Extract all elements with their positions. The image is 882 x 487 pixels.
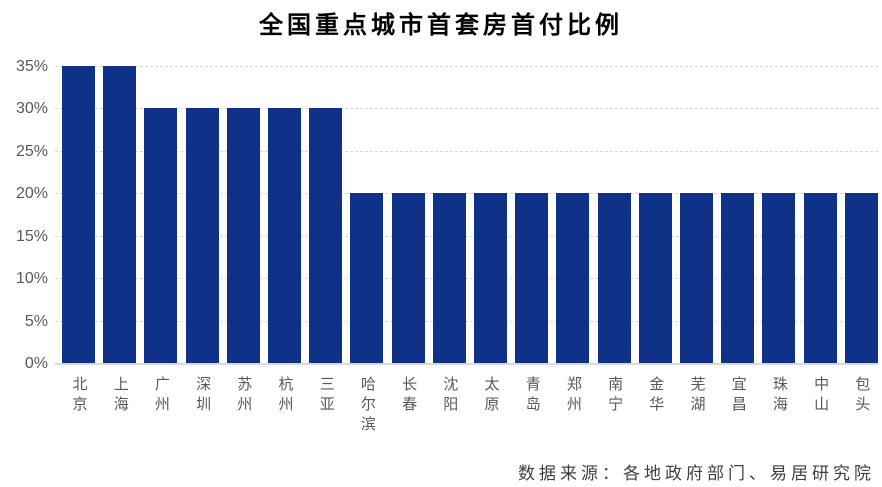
x-tick-label: 长春: [400, 376, 418, 416]
bar: [762, 193, 796, 363]
x-axis-line: [55, 362, 878, 365]
x-tick-label: 上海: [111, 376, 129, 416]
y-tick-label: 15%: [15, 227, 48, 245]
bar: [638, 193, 672, 363]
bar: [144, 108, 178, 363]
x-tick-label: 珠海: [770, 376, 788, 416]
x-tick-label: 北京: [70, 376, 88, 416]
bar: [226, 108, 260, 363]
x-tick-label: 芜湖: [688, 376, 706, 416]
y-gridline: [55, 235, 878, 237]
y-tick-label: 20%: [15, 185, 48, 203]
bar: [556, 193, 590, 363]
x-tick-label: 杭州: [276, 376, 294, 416]
x-tick-label: 包头: [853, 376, 871, 416]
y-gridline: [55, 66, 878, 67]
x-tick-label: 青岛: [523, 376, 541, 416]
x-tick-label: 郑州: [564, 376, 582, 416]
x-tick-label: 太原: [482, 376, 500, 416]
chart-title: 全国重点城市首套房首付比例: [259, 13, 623, 39]
y-gridline: [55, 150, 878, 152]
y-tick-label: 10%: [15, 270, 48, 288]
y-tick-label: 35%: [15, 58, 48, 75]
bar: [680, 193, 713, 363]
y-tick-label: 30%: [15, 100, 48, 118]
bar: [844, 193, 878, 363]
bar: [268, 108, 301, 363]
bar: [309, 108, 343, 363]
y-gridline: [55, 278, 878, 280]
x-tick-label: 三亚: [317, 376, 335, 416]
x-tick-label: 广州: [152, 376, 170, 416]
x-tick-label: 深圳: [194, 376, 212, 416]
y-tick-label: 25%: [15, 142, 48, 160]
bar: [721, 193, 755, 363]
bar: [185, 108, 219, 363]
x-tick-label: 金华: [647, 376, 665, 416]
x-tick-label: 哈尔滨: [358, 376, 376, 436]
x-tick-label: 沈阳: [441, 376, 459, 416]
x-tick-label: 中山: [812, 376, 830, 416]
y-gridline: [55, 320, 878, 322]
x-tick-label: 南宁: [606, 376, 624, 416]
bar: [62, 66, 95, 363]
bar: [597, 193, 631, 363]
bar: [350, 193, 384, 363]
bar: [474, 193, 507, 363]
y-tick-label: 5%: [24, 312, 48, 330]
x-tick-label: 苏州: [235, 376, 253, 416]
bar: [432, 193, 466, 363]
y-gridline: [55, 193, 878, 195]
bar: [391, 193, 425, 363]
data-source-note: 数据来源：各地政府部门、易居研究院: [518, 464, 875, 483]
y-tick-label: 0%: [24, 355, 48, 372]
bar: [103, 66, 137, 363]
x-tick-label: 宜昌: [729, 376, 747, 416]
bar: [515, 193, 549, 363]
bar: [803, 193, 837, 363]
y-gridline: [55, 108, 878, 110]
